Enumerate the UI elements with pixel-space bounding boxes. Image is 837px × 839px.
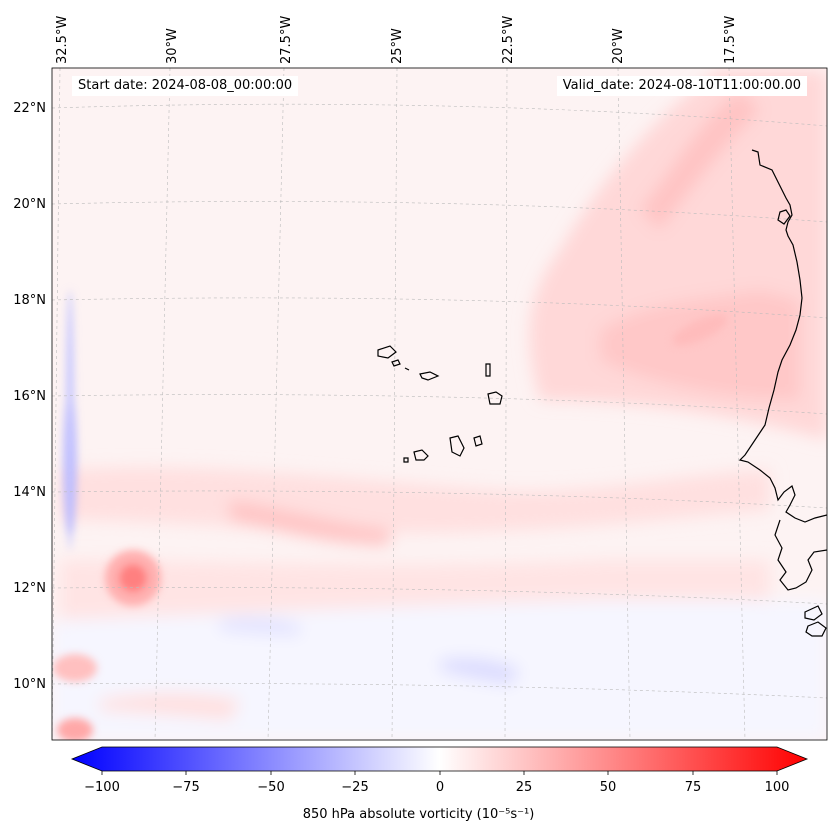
- map-frame: [51, 67, 828, 741]
- vorticity-field: [52, 68, 827, 740]
- colorbar-tick: −50: [257, 780, 284, 795]
- colorbar-tick: 50: [600, 780, 617, 795]
- valid-date-label: Valid_date: 2024-08-10T11:00:00.00: [556, 76, 807, 96]
- lat-label: 14°N: [13, 485, 46, 500]
- colorbar-tick: −100: [84, 780, 120, 795]
- lat-label: 16°N: [13, 389, 46, 404]
- lat-labels: 22°N 20°N 18°N 16°N 14°N 12°N 10°N: [13, 101, 46, 692]
- lon-label: 22.5°W: [501, 16, 516, 64]
- lon-label: 32.5°W: [55, 16, 70, 64]
- colorbar-label: 850 hPa absolute vorticity (10⁻⁵s⁻¹): [302, 807, 535, 822]
- lon-labels: 32.5°W 30°W 27.5°W 25°W 22.5°W 20°W 17.5…: [55, 16, 738, 64]
- coastline: [377, 149, 827, 637]
- lon-label: 25°W: [390, 28, 405, 64]
- lat-label: 22°N: [13, 101, 46, 116]
- lon-label: 27.5°W: [279, 16, 294, 64]
- start-date-label: Start date: 2024-08-08_00:00:00: [72, 76, 299, 96]
- colorbar-tick: 100: [765, 780, 790, 795]
- lon-label: 20°W: [611, 28, 626, 64]
- colorbar-bar: [70, 746, 809, 772]
- colorbar-tick: −25: [341, 780, 368, 795]
- colorbar-tick: 25: [516, 780, 533, 795]
- lon-label: 17.5°W: [723, 16, 738, 64]
- lat-label: 20°N: [13, 197, 46, 212]
- colorbar: −100 −75 −50 −25 0 25 50 75 100: [70, 746, 809, 795]
- colorbar-tick: −75: [172, 780, 199, 795]
- lon-label: 30°W: [165, 28, 180, 64]
- gridlines: [52, 68, 827, 740]
- lat-label: 10°N: [13, 677, 46, 692]
- lat-label: 18°N: [13, 293, 46, 308]
- lat-label: 12°N: [13, 581, 46, 596]
- colorbar-tick: 0: [436, 780, 444, 795]
- colorbar-tick: 75: [685, 780, 702, 795]
